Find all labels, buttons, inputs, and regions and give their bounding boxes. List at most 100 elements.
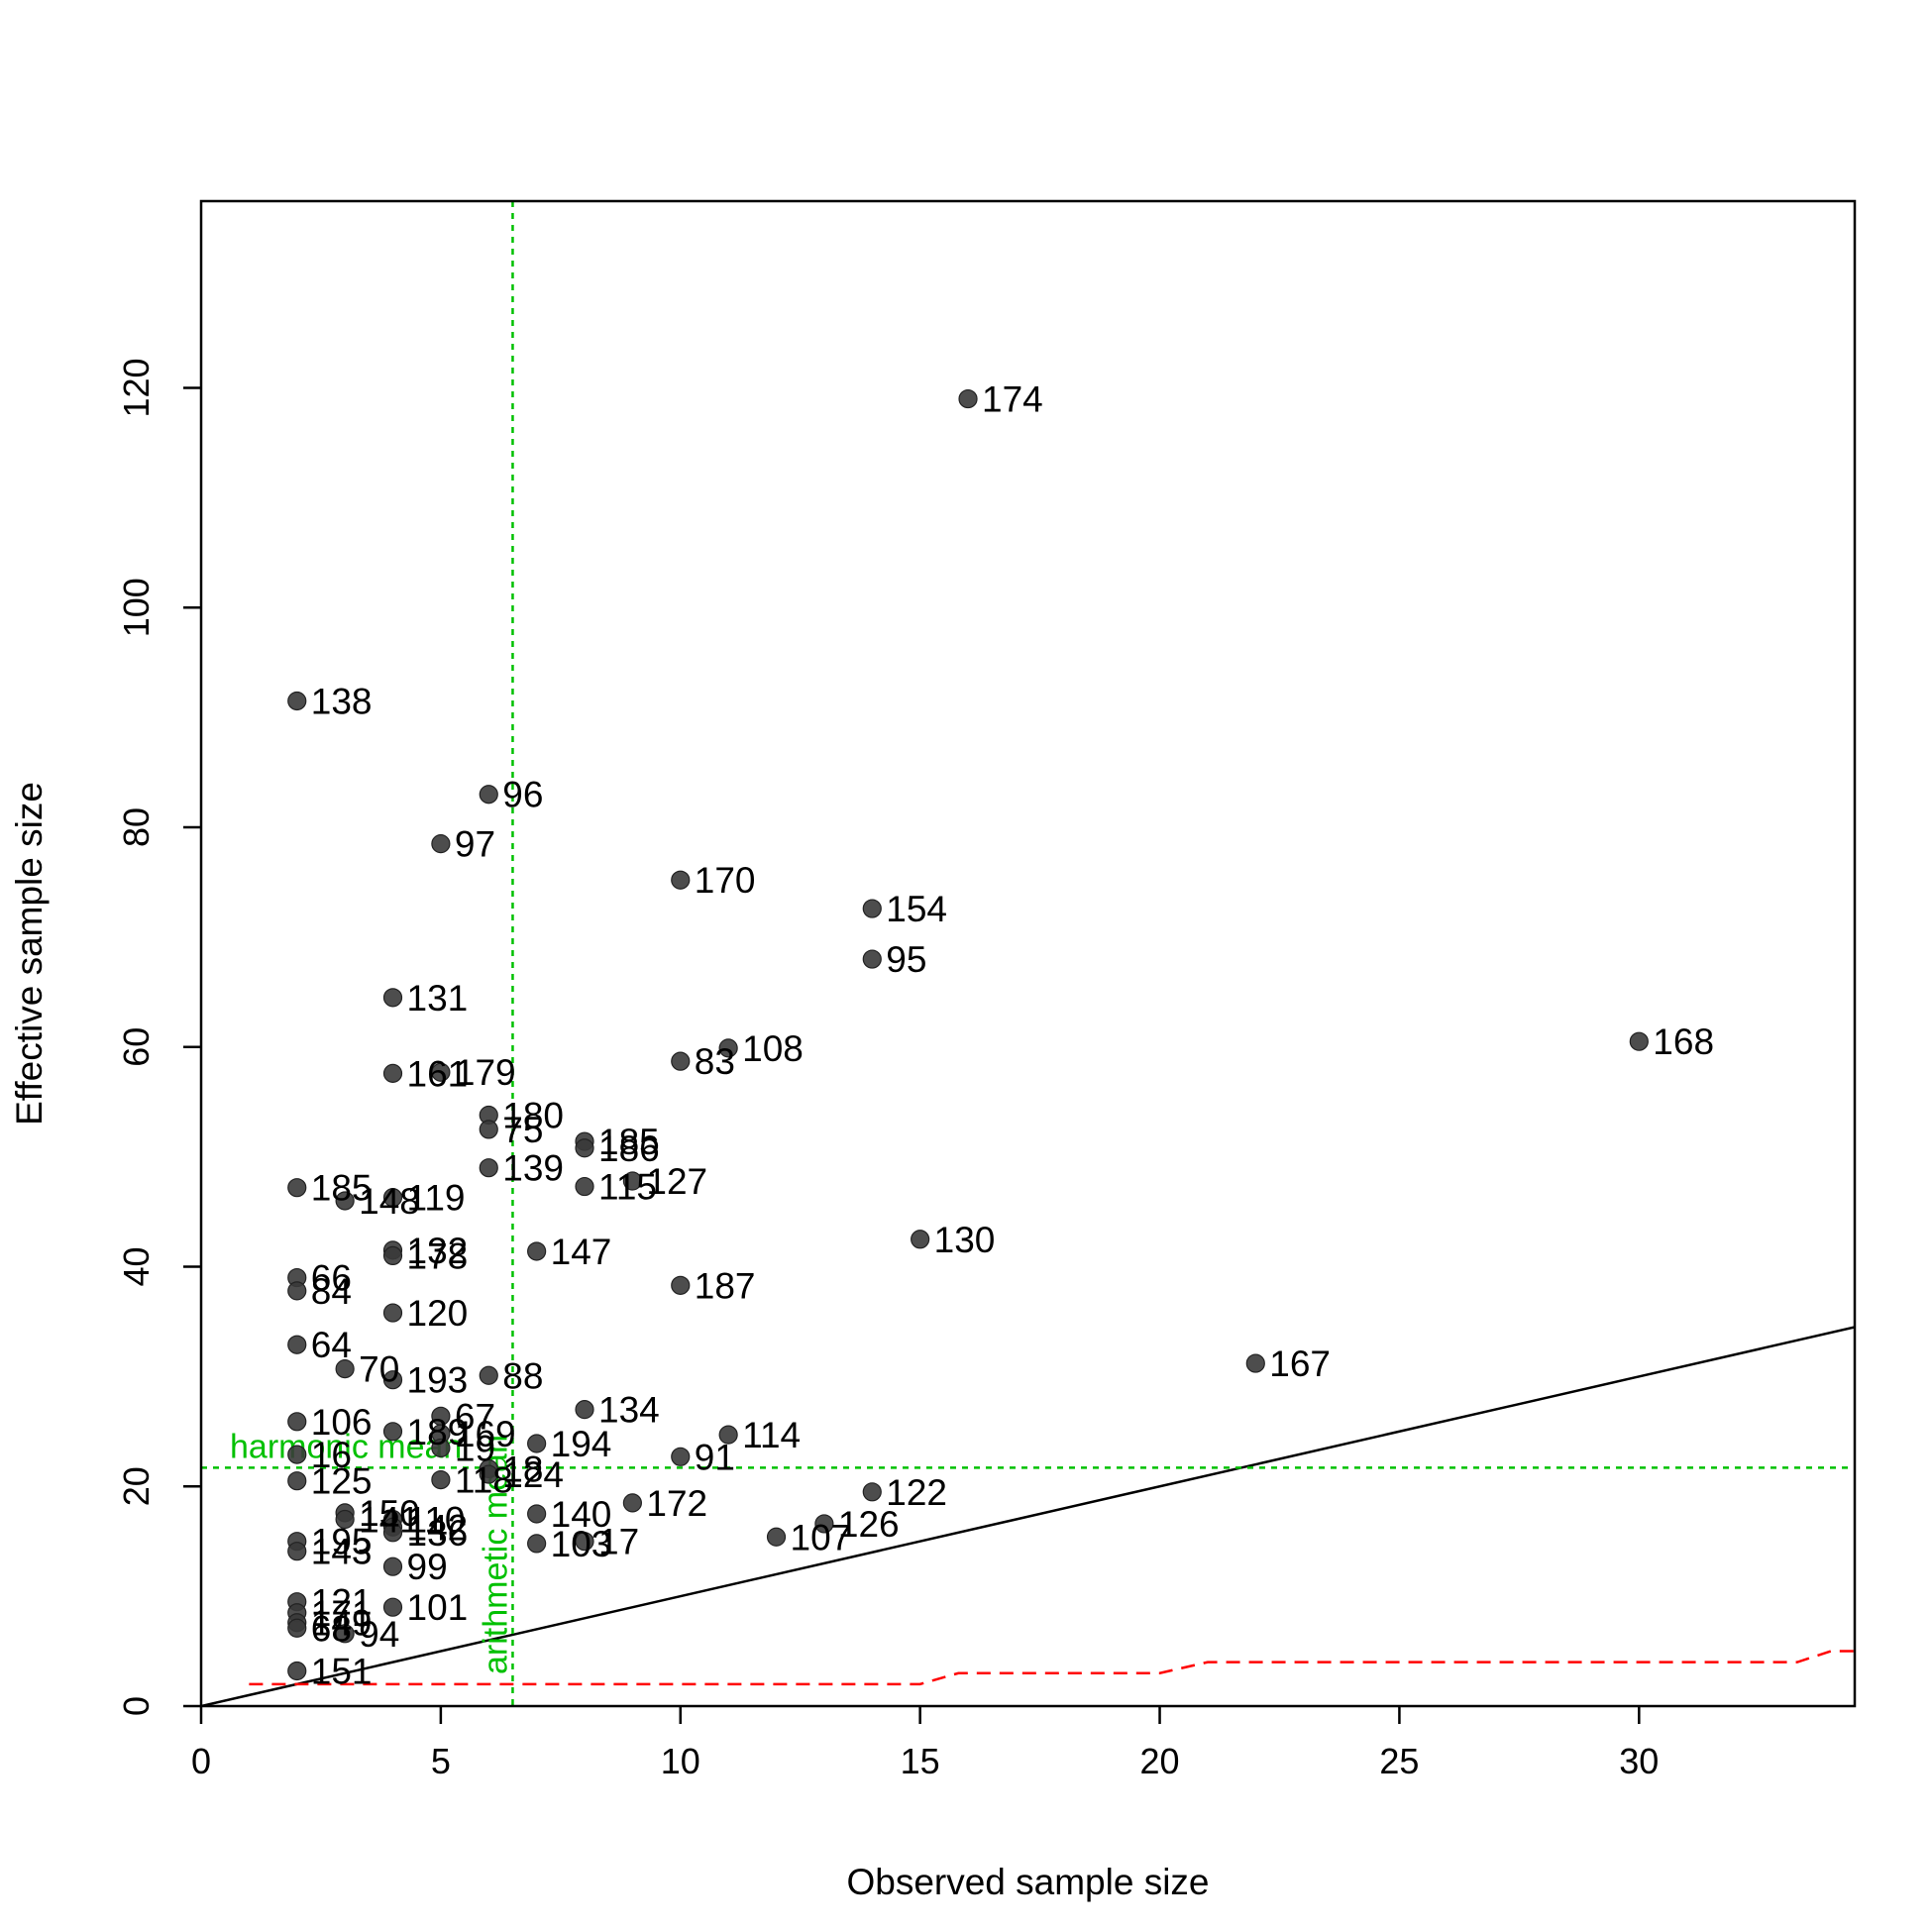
data-point-label: 136 [407,1513,469,1554]
x-tick-label: 5 [431,1741,451,1781]
data-point-label: 99 [407,1547,448,1587]
data-point [287,1618,307,1638]
data-point [335,1509,355,1530]
data-point-label: 154 [886,889,947,929]
data-point-label: 66 [311,1258,352,1299]
data-point-label: 75 [502,1110,543,1150]
data-point-label: 103 [551,1524,612,1564]
data-point [527,1241,547,1261]
data-point [335,1191,355,1211]
data-point-label: 130 [934,1220,996,1260]
data-point-label: 17 [598,1522,639,1562]
data-point-label: 122 [886,1472,947,1513]
harmonic-mean-label: harmonic mean [230,1428,462,1465]
data-point [382,1523,403,1543]
data-point [862,899,882,918]
data-point [287,1178,307,1198]
data-point-label: 119 [407,1178,466,1219]
data-point [382,1063,403,1083]
data-point-label: 114 [742,1415,801,1455]
data-point-label: 121 [311,1582,373,1623]
data-point-label: 96 [502,775,543,815]
data-point-label: 108 [742,1028,804,1069]
data-point [479,1120,498,1139]
data-point [287,1445,307,1464]
data-point-label: 124 [502,1454,564,1495]
data-point-label: 94 [359,1614,399,1655]
data-point-label: 125 [311,1461,373,1502]
data-point-label: 120 [407,1293,469,1334]
data-point [431,1062,451,1082]
data-point-label: 134 [598,1390,660,1431]
data-point-label: 18 [502,1449,543,1490]
data-point-label: 132 [407,1231,469,1271]
data-point-label: 167 [1269,1343,1331,1384]
data-point [382,1188,403,1208]
data-point-label: 168 [1653,1021,1714,1062]
data-point [382,1370,403,1390]
y-tick-label: 80 [116,807,157,847]
data-point-label: 106 [311,1402,373,1443]
data-point-label: 147 [551,1232,612,1272]
data-point-label: 148 [359,1181,420,1222]
x-axis-title: Observed sample size [846,1862,1209,1902]
y-tick-label: 40 [116,1246,157,1286]
data-point-label: 189 [407,1412,469,1452]
data-point [382,988,403,1008]
data-point-label: 185 [311,1168,373,1209]
data-point [287,1281,307,1301]
x-tick-label: 20 [1140,1741,1180,1781]
data-point-label: 161 [407,1053,469,1094]
data-point-label: 171 [311,1593,373,1634]
data-point [527,1504,547,1524]
data-point [527,1434,547,1453]
data-point [382,1597,403,1617]
data-point [575,1400,594,1420]
data-point-label: 186 [598,1128,660,1169]
data-point-label: 150 [359,1493,420,1534]
y-tick-label: 100 [116,578,157,637]
data-point-label: 110 [407,1500,466,1541]
data-point [431,1438,451,1458]
x-tick-label: 25 [1379,1741,1419,1781]
data-point-label: 180 [502,1095,564,1135]
data-point-label: 19 [455,1428,495,1468]
data-point [671,870,691,890]
data-point-label: 127 [646,1161,707,1202]
data-point [862,1482,882,1502]
data-point-label: 140 [551,1494,612,1535]
data-point [287,1335,307,1354]
axes: 0 5 10 15 20 25 30 0 20 40 60 80 100 120 [116,358,1659,1781]
data-point [382,1303,403,1323]
data-point-label: 68 [311,1608,352,1649]
y-axis-title: Effective sample size [9,782,50,1126]
data-point-label: 16 [311,1435,352,1475]
data-point [382,1422,403,1442]
data-point [622,1493,642,1513]
data-point [479,1158,498,1178]
data-point-label: 179 [455,1052,516,1093]
data-point [1629,1031,1649,1051]
data-point [671,1051,691,1071]
data-point-label: 138 [311,681,373,721]
data-point-label: 95 [886,939,926,980]
data-point-label: 142 [407,1507,469,1548]
data-points [287,388,1649,1681]
x-tick-label: 30 [1619,1741,1659,1781]
data-point [911,1230,930,1249]
data-point [335,1624,355,1644]
data-point-label: 126 [838,1504,900,1545]
data-point-label: 187 [695,1265,756,1306]
data-point-label: 149 [311,1603,373,1644]
data-point [718,1038,738,1058]
data-point-label: 64 [311,1325,352,1365]
y-tick-label: 20 [116,1466,157,1506]
data-point [622,1171,642,1191]
plot-frame [199,199,1857,1708]
data-point-label: 97 [455,824,495,865]
data-point [382,1245,403,1266]
data-point-label: 83 [695,1041,735,1082]
minimum-ess-line [249,1650,1855,1686]
